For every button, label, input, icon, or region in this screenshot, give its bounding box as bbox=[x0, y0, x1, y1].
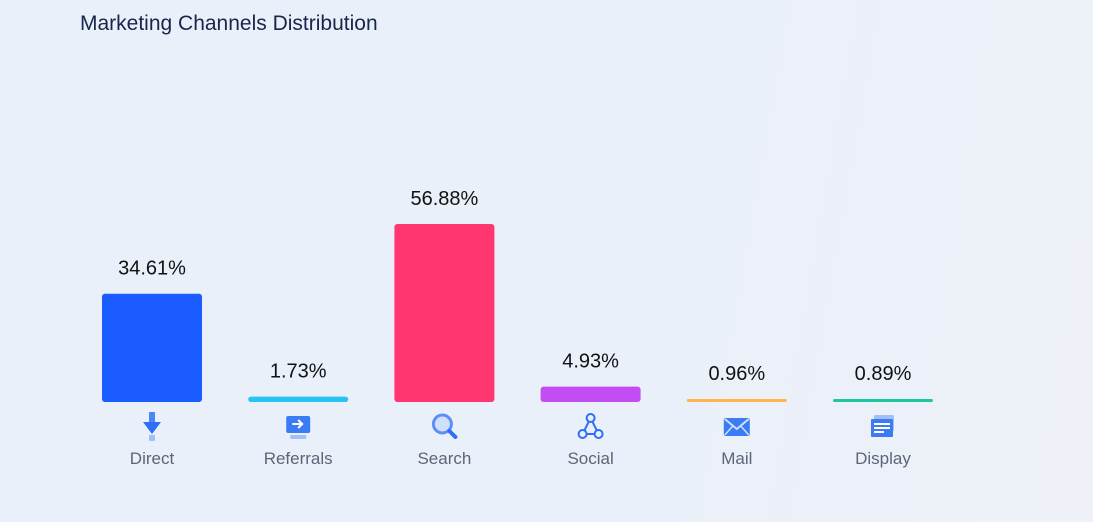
bar-display bbox=[833, 399, 933, 402]
category-label-search: Search bbox=[417, 449, 471, 468]
display-window-icon bbox=[871, 415, 894, 437]
value-label-search: 56.88% bbox=[410, 188, 478, 210]
value-label-direct: 34.61% bbox=[118, 258, 186, 280]
value-label-referrals: 1.73% bbox=[270, 361, 327, 383]
referral-monitor-icon bbox=[286, 416, 311, 439]
category-label-display: Display bbox=[855, 449, 911, 468]
category-label-referrals: Referrals bbox=[264, 449, 333, 468]
bar-mail bbox=[686, 398, 787, 402]
category-label-social: Social bbox=[567, 449, 613, 468]
category-label-mail: Mail bbox=[721, 449, 752, 468]
arrow-down-icon bbox=[143, 412, 161, 441]
value-label-social: 4.93% bbox=[562, 351, 619, 373]
bar-direct bbox=[102, 293, 202, 402]
chart-title: Marketing Channels Distribution bbox=[80, 12, 378, 35]
bar-social bbox=[540, 386, 641, 402]
value-label-display: 0.89% bbox=[855, 363, 912, 385]
social-share-icon bbox=[577, 413, 604, 439]
mail-icon bbox=[723, 418, 750, 436]
search-icon bbox=[431, 413, 458, 439]
value-label-mail: 0.96% bbox=[708, 363, 765, 385]
bar-search bbox=[394, 224, 495, 402]
category-label-direct: Direct bbox=[130, 449, 175, 468]
bar-referrals bbox=[248, 396, 349, 402]
